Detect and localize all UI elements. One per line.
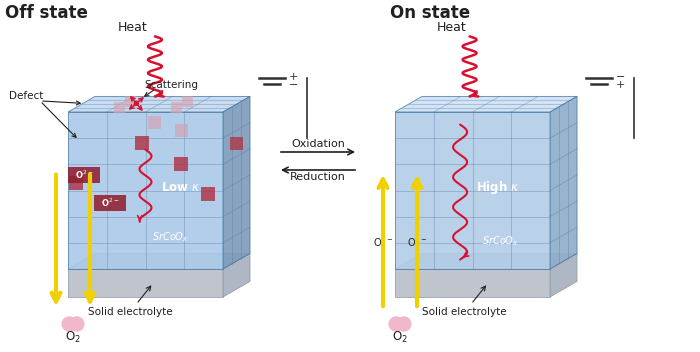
- Text: On state: On state: [390, 4, 470, 22]
- Text: Heat: Heat: [118, 21, 148, 34]
- Text: High $\kappa$: High $\kappa$: [475, 179, 519, 196]
- Polygon shape: [395, 253, 577, 269]
- Text: O$_2$: O$_2$: [392, 329, 408, 345]
- Polygon shape: [223, 253, 250, 297]
- Text: −: −: [289, 80, 298, 90]
- Text: Scattering: Scattering: [144, 80, 198, 90]
- Bar: [174, 124, 188, 137]
- Bar: [114, 102, 125, 113]
- Bar: [68, 167, 100, 183]
- Polygon shape: [68, 253, 250, 269]
- Text: Solid electrolyte: Solid electrolyte: [422, 286, 507, 317]
- Circle shape: [134, 101, 139, 105]
- Circle shape: [389, 317, 403, 331]
- Text: Oxidation: Oxidation: [291, 139, 345, 149]
- Polygon shape: [395, 96, 577, 112]
- Text: O$^{2-}$: O$^{2-}$: [75, 169, 93, 181]
- Bar: [125, 96, 136, 107]
- Polygon shape: [68, 96, 250, 112]
- Text: Heat: Heat: [437, 21, 466, 34]
- Polygon shape: [68, 269, 223, 297]
- Text: Reduction: Reduction: [290, 172, 346, 182]
- Bar: [174, 157, 188, 171]
- Polygon shape: [223, 96, 250, 269]
- Text: −: −: [616, 73, 625, 82]
- Polygon shape: [395, 112, 550, 269]
- Text: O$^{2-}$: O$^{2-}$: [101, 197, 119, 209]
- Polygon shape: [68, 112, 223, 269]
- Text: Solid electrolyte: Solid electrolyte: [88, 286, 172, 317]
- Text: O$^{2-}$: O$^{2-}$: [373, 235, 393, 249]
- Bar: [200, 187, 214, 201]
- Bar: [230, 137, 243, 150]
- Text: O$^{2-}$: O$^{2-}$: [407, 235, 427, 249]
- Polygon shape: [550, 96, 577, 269]
- Bar: [172, 102, 183, 113]
- Text: O$_2$: O$_2$: [65, 329, 81, 345]
- Text: +: +: [289, 73, 298, 82]
- Circle shape: [70, 317, 84, 331]
- Circle shape: [62, 317, 76, 331]
- Polygon shape: [550, 253, 577, 297]
- Bar: [148, 117, 161, 130]
- Bar: [69, 176, 83, 190]
- Text: +: +: [616, 80, 625, 90]
- Text: SrCoO$_x$: SrCoO$_x$: [152, 231, 189, 245]
- Bar: [94, 195, 126, 211]
- Circle shape: [397, 317, 411, 331]
- Bar: [135, 136, 149, 150]
- Text: SrCoO$_x$: SrCoO$_x$: [482, 234, 519, 248]
- Polygon shape: [395, 269, 550, 297]
- Text: Low $\kappa$: Low $\kappa$: [161, 181, 200, 194]
- Bar: [182, 96, 193, 107]
- Text: Defect: Defect: [9, 91, 43, 101]
- Text: Off state: Off state: [5, 4, 88, 22]
